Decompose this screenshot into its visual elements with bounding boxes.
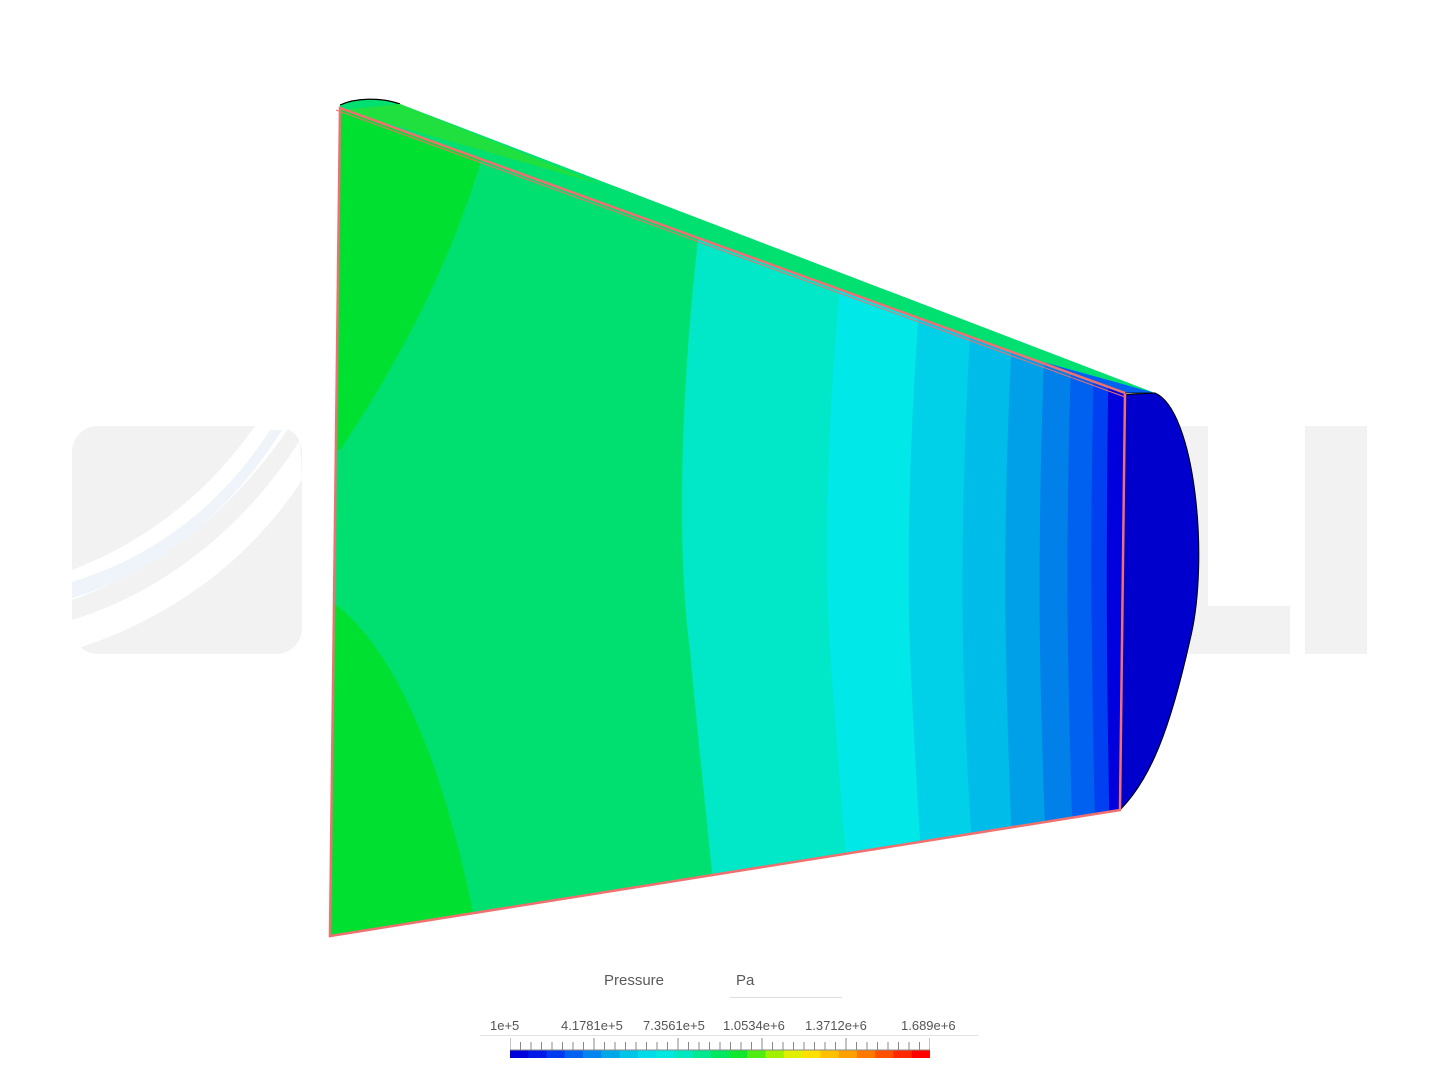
pressure-legend: Pressure Pa 1e+5 4.1781e+5 7.3561e+5 1.0…	[480, 960, 980, 1070]
tick-label: 1.3712e+6	[805, 1018, 867, 1033]
legend-tick-labels: 1e+5 4.1781e+5 7.3561e+5 1.0534e+6 1.371…	[480, 1018, 980, 1036]
colorbar-segment	[838, 1050, 858, 1058]
colorbar-segment	[546, 1050, 566, 1058]
tick-label: 1e+5	[490, 1018, 520, 1033]
colorbar-segment	[747, 1050, 767, 1058]
colorbar-segment	[510, 1050, 529, 1058]
colorbar-segment	[783, 1050, 803, 1058]
model-outline	[328, 106, 1127, 938]
colorbar-segment	[820, 1050, 840, 1058]
colorbar-segment	[729, 1050, 748, 1058]
colorbar-segment	[893, 1050, 913, 1058]
colorbar-segment	[528, 1050, 548, 1058]
tick-label: 4.1781e+5	[561, 1018, 623, 1033]
colorbar-segment	[802, 1050, 822, 1058]
colorbar-segment	[674, 1050, 694, 1058]
colorbar-segment	[875, 1050, 895, 1058]
colorbar-segment	[856, 1050, 876, 1058]
legend-unit-underline	[730, 997, 842, 998]
colorbar-segment	[637, 1050, 657, 1058]
tick-label: 1.689e+6	[901, 1018, 956, 1033]
colorbar-segment	[911, 1050, 930, 1058]
colorbar-segment	[656, 1050, 675, 1058]
tick-label: 1.0534e+6	[723, 1018, 785, 1033]
colorbar-segment	[692, 1050, 712, 1058]
colorbar-segment	[601, 1050, 621, 1058]
colorbar-segment	[619, 1050, 639, 1058]
colorbar-segment	[583, 1050, 602, 1058]
model-top-rim	[340, 99, 1155, 394]
model-end-cap	[1117, 392, 1200, 812]
legend-title: Pressure	[604, 972, 665, 989]
colorbar-segment	[564, 1050, 584, 1058]
tick-label: 7.3561e+5	[643, 1018, 705, 1033]
legend-unit: Pa	[736, 972, 755, 989]
colorbar-segment	[765, 1050, 785, 1058]
legend-colorbar	[510, 1038, 930, 1058]
colorbar-segment	[710, 1050, 730, 1058]
tick-labels-underline	[480, 1035, 978, 1036]
